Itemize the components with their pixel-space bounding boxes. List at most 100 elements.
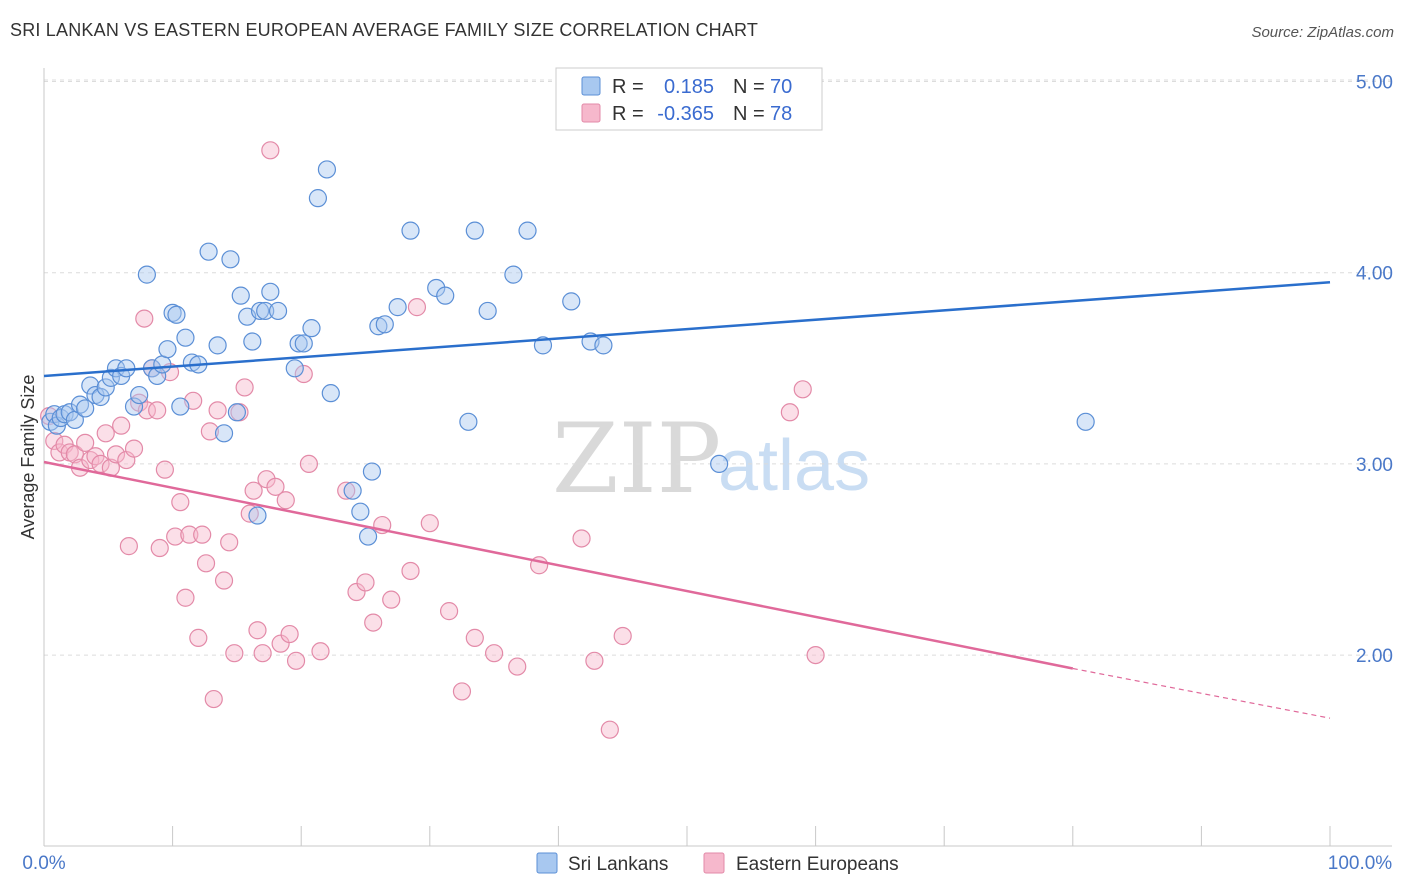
eastern-europeans-point — [572, 529, 591, 548]
eastern-europeans-point — [200, 422, 219, 441]
legend-n-value-pink: 78 — [770, 103, 792, 125]
sri-lankans-point — [199, 242, 218, 261]
sri-lankans-point — [375, 315, 394, 334]
sri-lankans-point — [465, 221, 484, 240]
eastern-europeans-point — [299, 454, 319, 473]
sri-lankans-point — [594, 336, 613, 355]
eastern-europeans-point — [124, 439, 144, 458]
eastern-europeans-point — [806, 645, 825, 665]
sri-lankans-point — [171, 397, 190, 416]
y-tick-label: 2.00 — [1356, 646, 1393, 667]
sri-lankans-point — [1076, 412, 1095, 431]
sri-lankans-trend-line — [43, 281, 1331, 378]
sri-lankans-point — [130, 385, 149, 405]
eastern-europeans-point — [780, 403, 799, 422]
eastern-europeans-point — [225, 644, 244, 663]
eastern-europeans-point — [286, 651, 306, 670]
x-tick-label-min: 0.0% — [22, 853, 65, 874]
legend-r-label-blue: R = — [612, 76, 644, 98]
eastern-europeans-point — [189, 628, 208, 647]
eastern-europeans-point — [176, 588, 195, 607]
eastern-europeans-point — [420, 514, 439, 533]
eastern-europeans-point — [465, 628, 484, 647]
eastern-europeans-trend-extension — [1072, 667, 1331, 719]
sri-lankans-point — [208, 336, 227, 355]
eastern-europeans-point — [793, 380, 812, 399]
eastern-europeans-point — [155, 460, 174, 479]
eastern-europeans-point — [208, 401, 227, 420]
sri-lankans-point — [285, 359, 304, 378]
eastern-europeans-point — [135, 309, 154, 328]
eastern-europeans-point — [508, 657, 527, 676]
eastern-europeans-point — [294, 364, 313, 384]
legend-n-value-blue: 70 — [770, 76, 792, 98]
sri-lankans-point — [302, 319, 321, 338]
eastern-europeans-point — [337, 481, 356, 500]
series-legend-swatch-eastern-europeans — [703, 852, 725, 874]
sri-lankans-point — [308, 189, 328, 208]
eastern-europeans-point — [600, 720, 619, 739]
source-credit: Source: ZipAtlas.com — [1251, 24, 1394, 41]
watermark-zip: ZIP — [552, 403, 721, 515]
sri-lankans-point — [221, 250, 240, 269]
sri-lankans-point — [231, 286, 250, 305]
eastern-europeans-points — [40, 141, 825, 739]
eastern-europeans-point — [112, 416, 131, 435]
sri-lankans-point — [158, 340, 177, 359]
eastern-europeans-point — [220, 533, 239, 552]
chart-title: SRI LANKAN VS EASTERN EUROPEAN AVERAGE F… — [10, 20, 759, 40]
eastern-europeans-point — [150, 538, 169, 558]
sri-lankans-point — [76, 399, 95, 418]
eastern-europeans-point — [261, 141, 280, 160]
eastern-europeans-point — [235, 378, 254, 397]
sri-lankans-point — [214, 424, 234, 443]
sri-lankans-point — [167, 305, 186, 324]
axes — [43, 68, 1392, 847]
gridlines — [44, 79, 1392, 656]
sri-lankans-point — [182, 353, 201, 372]
sri-lankans-point — [317, 160, 337, 179]
legend-swatch-pink — [581, 103, 601, 123]
sri-lankans-point — [436, 286, 455, 305]
eastern-europeans-point — [193, 525, 212, 544]
sri-lankans-point — [124, 397, 144, 416]
sri-lankans-point — [268, 301, 288, 321]
legend-r-value-pink: -0.365 — [657, 103, 714, 125]
legend-n-label-pink: N = — [733, 103, 765, 125]
eastern-europeans-point — [356, 573, 375, 592]
sri-lankans-point — [96, 378, 115, 397]
y-tick-label: 3.00 — [1356, 455, 1393, 476]
legend-r-label-pink: R = — [612, 103, 644, 125]
sri-lankans-point — [351, 502, 370, 521]
eastern-europeans-point — [96, 424, 115, 443]
watermark-atlas: atlas — [718, 426, 870, 506]
eastern-europeans-point — [148, 401, 167, 420]
sri-lankans-point — [710, 454, 729, 473]
eastern-europeans-point — [76, 433, 95, 452]
eastern-europeans-point — [280, 624, 299, 644]
eastern-europeans-point — [244, 481, 263, 500]
sri-lankans-point — [388, 298, 407, 317]
sri-lankans-point — [153, 355, 172, 374]
sri-lankans-point — [358, 527, 378, 546]
legend-swatch-blue — [581, 76, 601, 96]
sri-lankans-point — [176, 328, 195, 347]
eastern-europeans-point — [196, 554, 216, 573]
sri-lankans-point — [362, 462, 382, 481]
sri-lankans-point — [243, 332, 262, 351]
eastern-europeans-point — [311, 642, 330, 661]
eastern-europeans-point — [204, 689, 223, 709]
sri-lankans-point — [91, 387, 110, 407]
sri-lankans-point — [401, 221, 420, 240]
eastern-europeans-point — [485, 644, 504, 663]
eastern-europeans-point — [119, 537, 138, 556]
sri-lankans-point — [261, 282, 280, 301]
sri-lankans-point — [562, 292, 581, 311]
eastern-europeans-point — [452, 682, 472, 701]
x-tick-label-max: 100.0% — [1328, 853, 1393, 874]
sri-lankans-point — [343, 481, 362, 500]
eastern-europeans-point — [248, 621, 267, 640]
y-tick-label: 5.00 — [1356, 73, 1393, 94]
trend-lines — [43, 281, 1331, 719]
